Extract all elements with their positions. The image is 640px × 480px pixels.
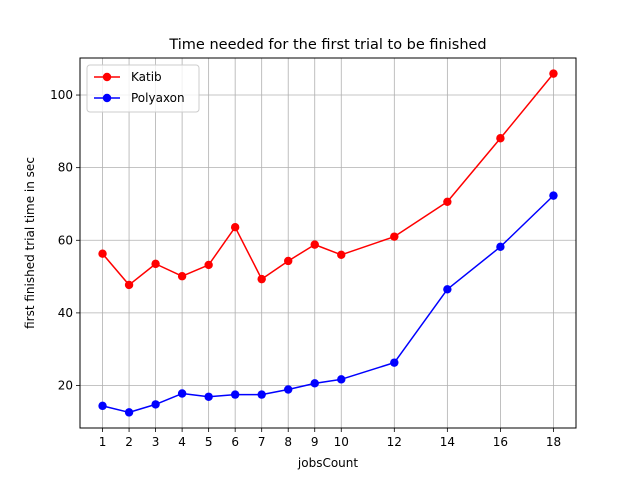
y-tick-label: 80 [58, 161, 73, 175]
y-tick-label: 100 [50, 88, 73, 102]
polyaxon-point [257, 390, 266, 399]
katib-line [101, 73, 555, 286]
katib-point [177, 272, 187, 281]
y-axis-label: first finished trial time in sec [23, 157, 37, 329]
legend-entry-katib: Katib [94, 70, 162, 84]
y-tick-label: 20 [58, 379, 73, 393]
legend-label: Polyaxon [131, 91, 185, 105]
series-polyaxon [98, 191, 558, 417]
polyaxon-point [151, 400, 160, 409]
katib-point [496, 134, 505, 143]
x-tick-label: 6 [231, 435, 239, 449]
x-tick-label: 5 [205, 435, 213, 449]
polyaxon-point [230, 390, 240, 399]
polyaxon-point [310, 379, 319, 388]
y-axis: 20 40 60 80 100 [50, 88, 80, 393]
katib-point [124, 280, 134, 290]
x-tick-label: 8 [284, 435, 292, 449]
polyaxon-line [102, 195, 554, 414]
polyaxon-point [496, 242, 505, 252]
polyaxon-point [98, 401, 107, 411]
polyaxon-point [443, 285, 452, 294]
polyaxon-point [390, 358, 399, 367]
x-axis: 1 2 3 4 5 6 7 8 9 10 12 14 16 18 [99, 428, 561, 449]
katib-point [151, 259, 160, 269]
katib-point [284, 256, 293, 266]
legend-entry-polyaxon: Polyaxon [94, 91, 185, 105]
x-tick-label: 2 [125, 435, 133, 449]
x-tick-label: 3 [152, 435, 160, 449]
katib-point [549, 69, 558, 78]
y-tick-label: 60 [58, 233, 73, 247]
x-tick-label: 14 [440, 435, 455, 449]
x-tick-label: 18 [546, 435, 561, 449]
polyaxon-point [204, 392, 213, 401]
legend-swatch-marker [102, 93, 112, 103]
x-tick-label: 10 [334, 435, 349, 449]
grid [80, 58, 576, 428]
katib-point [98, 249, 107, 258]
legend: Katib Polyaxon [86, 64, 200, 113]
chart-title: Time needed for the first trial to be fi… [168, 37, 486, 53]
katib-point [443, 197, 452, 206]
x-tick-label: 1 [99, 435, 107, 449]
katib-point [257, 274, 266, 284]
y-tick-label: 40 [58, 306, 73, 320]
polyaxon-point [124, 408, 134, 417]
legend-label: Katib [131, 70, 162, 84]
x-tick-label: 12 [387, 435, 402, 449]
katib-point [390, 232, 399, 241]
polyaxon-point [549, 191, 558, 200]
x-axis-label: jobsCount [297, 456, 358, 470]
katib-point [204, 260, 213, 270]
x-tick-label: 7 [258, 435, 266, 449]
plot-area [80, 58, 576, 428]
polyaxon-point [177, 389, 187, 398]
series-layer [98, 69, 558, 417]
legend-swatch-marker [102, 72, 112, 82]
x-tick-label: 9 [311, 435, 319, 449]
katib-point [310, 240, 319, 249]
series-katib [98, 69, 558, 290]
katib-point [230, 223, 240, 232]
x-tick-label: 4 [178, 435, 186, 449]
x-tick-label: 16 [493, 435, 508, 449]
plot-frame [79, 57, 577, 429]
katib-point [337, 250, 346, 260]
polyaxon-point [337, 375, 346, 384]
polyaxon-point [284, 385, 293, 394]
